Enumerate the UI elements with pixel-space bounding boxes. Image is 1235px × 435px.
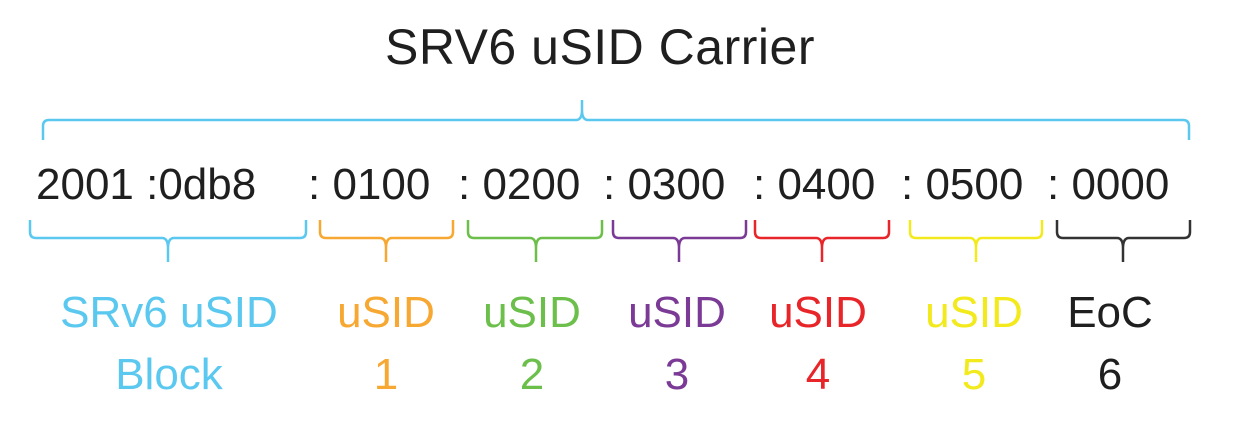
address-segment-3: : 0300: [603, 160, 726, 209]
usid5-number: 5: [961, 350, 987, 399]
usid1-brace: [318, 220, 455, 262]
address-segment-5: : 0500: [901, 160, 1024, 209]
usid2-label: uSID: [483, 288, 581, 337]
usid4-brace: [753, 220, 891, 262]
eoc-label: EoC: [1067, 288, 1153, 337]
usid1-number: 1: [373, 350, 399, 399]
usid5-brace: [908, 220, 1044, 262]
eoc-number: 6: [1097, 350, 1123, 399]
usid1-label: uSID: [337, 288, 435, 337]
usid5-label: uSID: [925, 288, 1023, 337]
address-block: 2001 :0db8: [36, 160, 257, 209]
block-label-line2: Block: [115, 350, 223, 399]
usid4-number: 4: [805, 350, 831, 399]
diagram-title: SRV6 uSID Carrier: [385, 19, 815, 75]
usid3-brace: [611, 220, 748, 262]
eoc-brace: [1055, 220, 1192, 262]
block-label: SRv6 uSID: [60, 288, 278, 337]
usid2-number: 2: [519, 350, 545, 399]
block-brace: [28, 220, 308, 262]
usid2-brace: [466, 220, 604, 262]
usid3-label: uSID: [628, 288, 726, 337]
address-segment-1: : 0100: [308, 160, 431, 209]
usid4-label: uSID: [769, 288, 867, 337]
address-segment-6: : 0000: [1047, 160, 1170, 209]
carrier-brace: [41, 100, 1191, 140]
address-segment-2: : 0200: [458, 160, 581, 209]
address-segment-4: : 0400: [753, 160, 876, 209]
usid3-number: 3: [664, 350, 690, 399]
